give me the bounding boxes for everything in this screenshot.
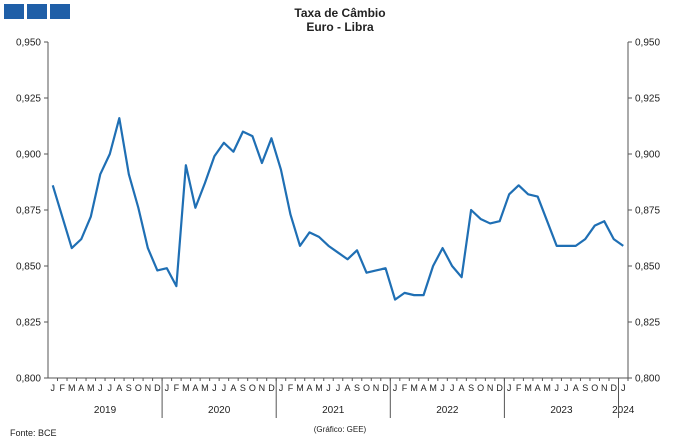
x-tick-label: M [296,383,304,393]
x-tick-label: M [201,383,209,393]
x-tick-label: F [402,383,408,393]
x-tick-label: F [516,383,522,393]
x-tick-label: D [268,383,275,393]
y-tick-label-left: 0,950 [16,38,41,49]
y-tick-label-left: 0,925 [16,94,41,105]
x-tick-label: O [477,383,484,393]
x-tick-label: F [288,383,294,393]
x-tick-label: J [212,383,217,393]
x-tick-label: M [68,383,76,393]
source-note: Fonte: BCE [10,428,57,438]
x-tick-label: J [279,383,284,393]
y-tick-label-left: 0,875 [16,206,41,217]
x-tick-label: M [410,383,418,393]
x-tick-label: D [382,383,389,393]
chart-title-line1: Taxa de Câmbio [294,6,386,20]
y-tick-label-right: 0,900 [635,150,660,161]
x-tick-label: M [315,383,323,393]
x-tick-label: J [507,383,512,393]
logo-block [50,4,70,19]
x-tick-label: A [78,383,84,393]
x-tick-label: J [51,383,56,393]
year-label: 2019 [94,405,117,416]
x-tick-label: O [249,383,256,393]
y-tick-label-right: 0,800 [635,374,660,385]
x-tick-label: O [135,383,142,393]
chart-title: Taxa de Câmbio Euro - Libra [0,6,680,34]
x-tick-label: J [222,383,227,393]
y-tick-label-right: 0,825 [635,318,660,329]
x-tick-label: F [174,383,180,393]
y-tick-label-left: 0,825 [16,318,41,329]
x-tick-label: S [240,383,246,393]
x-tick-label: A [116,383,122,393]
x-tick-label: N [259,383,266,393]
x-tick-label: J [326,383,331,393]
y-tick-label-left: 0,800 [16,374,41,385]
x-tick-label: O [363,383,370,393]
x-tick-label: N [145,383,152,393]
chart-title-line2: Euro - Libra [306,20,374,34]
x-tick-label: A [573,383,579,393]
x-tick-label: J [440,383,445,393]
bce-logo-icon [4,4,70,19]
x-tick-label: S [468,383,474,393]
x-tick-label: A [535,383,541,393]
x-tick-label: M [524,383,532,393]
x-tick-label: A [306,383,312,393]
x-tick-label: M [429,383,437,393]
x-tick-label: J [336,383,341,393]
x-tick-label: F [60,383,66,393]
year-label: 2024 [612,405,635,416]
y-tick-label-right: 0,875 [635,206,660,217]
y-tick-label-left: 0,900 [16,150,41,161]
x-tick-label: J [98,383,103,393]
x-tick-label: S [582,383,588,393]
series-line [51,117,624,301]
x-tick-label: J [450,383,455,393]
x-tick-label: J [108,383,113,393]
x-tick-label: A [421,383,427,393]
chart-credit: (Gráfico: GEE) [313,425,367,434]
x-tick-label: N [601,383,608,393]
year-label: 2022 [436,405,459,416]
x-tick-label: J [554,383,559,393]
x-tick-label: J [393,383,398,393]
x-tick-label: A [459,383,465,393]
year-label: 2023 [550,405,573,416]
x-tick-label: S [354,383,360,393]
x-tick-label: J [564,383,569,393]
y-tick-label-right: 0,925 [635,94,660,105]
x-tick-label: A [230,383,236,393]
logo-block [4,4,24,19]
x-tick-label: J [621,383,626,393]
logo-block [27,4,47,19]
year-label: 2021 [322,405,345,416]
x-tick-label: M [543,383,551,393]
year-label: 2020 [208,405,231,416]
x-tick-label: J [165,383,170,393]
x-tick-label: D [610,383,617,393]
x-tick-label: O [591,383,598,393]
y-tick-label-right: 0,850 [635,262,660,273]
x-tick-label: N [487,383,494,393]
x-tick-label: S [126,383,132,393]
x-tick-label: N [373,383,380,393]
x-tick-label: D [154,383,161,393]
x-tick-label: A [192,383,198,393]
y-tick-label-right: 0,950 [635,38,660,49]
y-tick-label-left: 0,850 [16,262,41,273]
x-tick-label: M [182,383,190,393]
x-tick-label: A [345,383,351,393]
x-tick-label: M [87,383,95,393]
x-tick-label: D [496,383,503,393]
